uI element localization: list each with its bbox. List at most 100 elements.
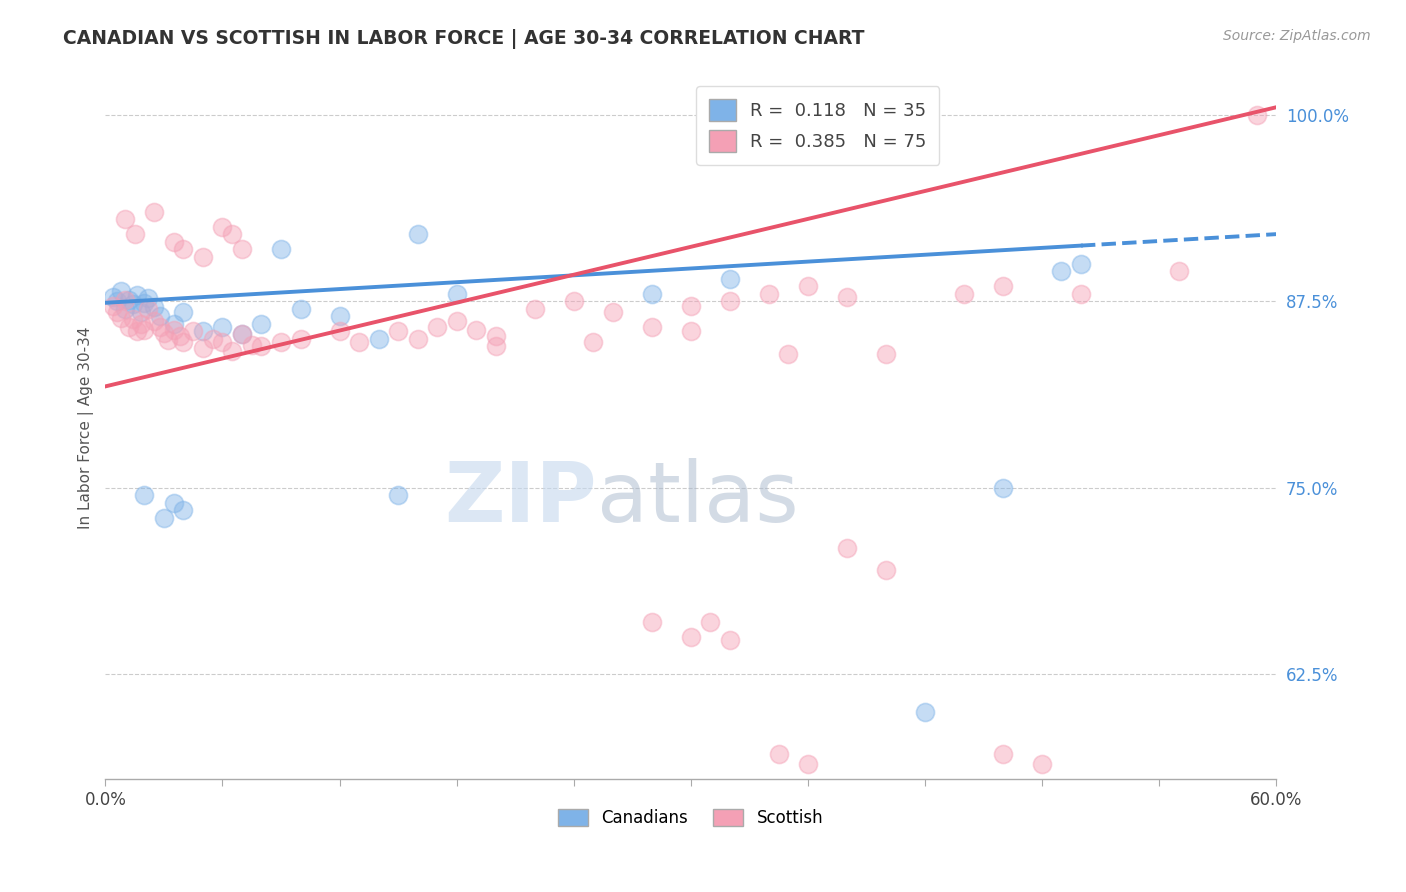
Point [367, 332, 389, 346]
Point [679, 299, 702, 313]
Point [1070, 286, 1092, 301]
Point [485, 328, 508, 343]
Point [240, 337, 263, 351]
Point [129, 305, 152, 319]
Point [250, 317, 273, 331]
Point [328, 324, 350, 338]
Point [406, 332, 429, 346]
Text: atlas: atlas [598, 458, 799, 539]
Point [718, 272, 741, 286]
Point [136, 291, 159, 305]
Point [641, 319, 664, 334]
Point [143, 204, 166, 219]
Text: CANADIAN VS SCOTTISH IN LABOR FORCE | AGE 30-34 CORRELATION CHART: CANADIAN VS SCOTTISH IN LABOR FORCE | AG… [63, 29, 865, 49]
Point [121, 312, 143, 326]
Point [172, 503, 194, 517]
Point [290, 332, 312, 346]
Point [446, 286, 468, 301]
Point [172, 305, 194, 319]
Point [231, 242, 253, 256]
Point [172, 242, 194, 256]
Point [211, 319, 233, 334]
Point [221, 227, 243, 242]
Point [118, 319, 141, 334]
Point [1050, 264, 1073, 278]
Point [114, 212, 136, 227]
Point [105, 305, 128, 319]
Point [103, 290, 125, 304]
Point [768, 747, 790, 761]
Point [125, 324, 148, 338]
Point [169, 328, 191, 343]
Point [114, 293, 136, 307]
Point [163, 317, 186, 331]
Point [124, 227, 146, 242]
Point [914, 705, 936, 719]
Point [1246, 108, 1268, 122]
Point [875, 346, 897, 360]
Point [211, 334, 233, 349]
Point [136, 301, 159, 316]
Point [125, 288, 148, 302]
Point [134, 488, 156, 502]
Point [718, 633, 741, 648]
Text: ZIP: ZIP [444, 458, 598, 539]
Point [221, 343, 243, 358]
Point [679, 324, 702, 338]
Point [110, 284, 132, 298]
Point [134, 323, 156, 337]
Point [163, 323, 186, 337]
Point [103, 299, 125, 313]
Point [328, 310, 350, 324]
Point [778, 346, 800, 360]
Point [641, 286, 664, 301]
Point [149, 319, 172, 334]
Point [797, 756, 820, 771]
Point [153, 326, 176, 340]
Point [118, 293, 141, 307]
Point [156, 333, 179, 347]
Point [181, 324, 204, 338]
Point [991, 747, 1014, 761]
Point [290, 301, 312, 316]
Point [679, 630, 702, 644]
Point [718, 294, 741, 309]
Point [991, 481, 1014, 495]
Point [1167, 264, 1189, 278]
Point [110, 310, 132, 325]
Point [191, 341, 214, 355]
Point [641, 615, 664, 630]
Point [387, 324, 409, 338]
Point [163, 496, 186, 510]
Point [485, 339, 508, 353]
Point [1031, 756, 1053, 771]
Point [523, 301, 546, 316]
Point [250, 339, 273, 353]
Point [105, 294, 128, 309]
Point [465, 323, 488, 337]
Point [758, 286, 780, 301]
Point [134, 295, 156, 310]
Point [211, 219, 233, 234]
Point [143, 314, 166, 328]
Point [387, 488, 409, 502]
Point [191, 250, 214, 264]
Point [875, 563, 897, 577]
Point [149, 310, 172, 324]
Point [201, 332, 224, 346]
Point [121, 297, 143, 311]
Point [699, 615, 721, 630]
Legend: Canadians, Scottish: Canadians, Scottish [551, 802, 830, 834]
Point [191, 324, 214, 338]
Point [562, 294, 585, 309]
Point [406, 227, 429, 242]
Point [446, 314, 468, 328]
Point [991, 279, 1014, 293]
Point [143, 300, 166, 314]
Y-axis label: In Labor Force | Age 30-34: In Labor Force | Age 30-34 [79, 327, 94, 530]
Point [1070, 257, 1092, 271]
Point [163, 235, 186, 249]
Point [231, 327, 253, 342]
Point [426, 319, 449, 334]
Point [153, 510, 176, 524]
